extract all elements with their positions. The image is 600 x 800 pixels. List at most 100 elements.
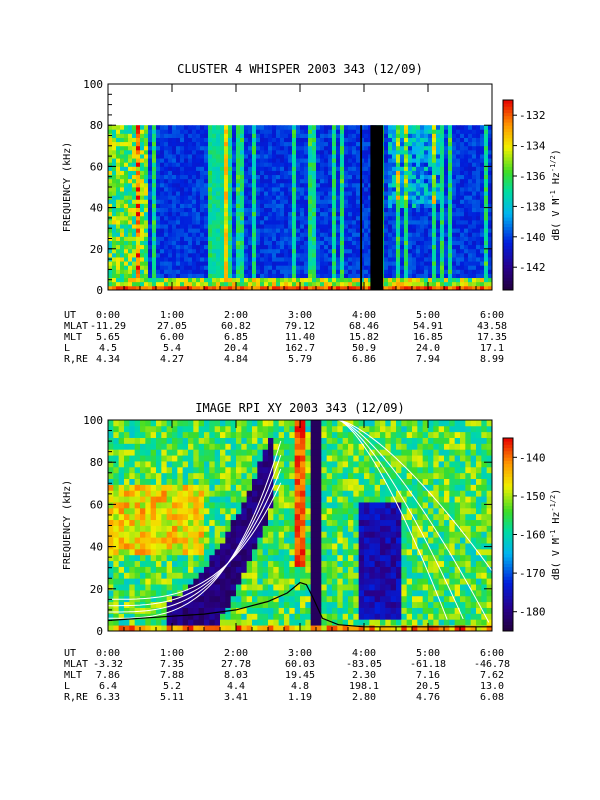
- spectrogram-cell: [272, 133, 277, 138]
- spectrogram-cell: [288, 191, 293, 196]
- spectrogram-cell: [124, 203, 129, 208]
- spectrogram-cell: [340, 224, 345, 229]
- spectrogram-cell: [232, 232, 237, 237]
- spectrogram-cell: [180, 224, 185, 229]
- spectrogram-cell: [224, 125, 229, 130]
- spectrogram-cell: [396, 203, 401, 208]
- spectrogram-cell: [312, 149, 317, 155]
- spectrogram-cell: [232, 236, 237, 241]
- spectrogram-cell: [220, 191, 225, 196]
- spectrogram-cell: [132, 224, 137, 229]
- spectrogram-cell: [108, 601, 114, 608]
- spectrogram-cell: [118, 537, 125, 544]
- spectrogram-cell: [408, 277, 413, 283]
- panel-cluster-whisper: CLUSTER 4 WHISPER 2003 343 (12/09) 02040…: [62, 62, 562, 365]
- spectrogram-cell: [180, 273, 185, 279]
- spectrogram-cell: [200, 182, 205, 188]
- spectrogram-cell: [388, 195, 393, 200]
- spectrogram-cell: [134, 484, 141, 491]
- spectrogram-cell: [288, 162, 293, 167]
- spectrogram-cell: [118, 601, 125, 608]
- spectrogram-cell: [332, 244, 337, 250]
- spectrogram-cell: [272, 199, 277, 204]
- spectrogram-cell: [166, 472, 173, 480]
- spectrogram-cell: [264, 211, 269, 217]
- spectrogram-cell: [224, 191, 229, 196]
- spectrogram-cell: [436, 129, 441, 134]
- spectrogram-cell: [164, 261, 169, 266]
- spectrogram-cell: [120, 129, 125, 134]
- spectrogram-cell: [134, 461, 141, 468]
- spectrogram-cell: [260, 154, 265, 159]
- spectrogram-cell: [344, 252, 349, 258]
- spectrogram-cell: [120, 203, 125, 208]
- spectrogram-cell: [161, 525, 168, 532]
- spectrogram-cell: [150, 461, 157, 468]
- spectrogram-cell: [344, 141, 349, 147]
- spectrogram-cell: [364, 166, 369, 171]
- spectrogram-cell: [400, 154, 405, 159]
- spectrogram-cell: [160, 182, 165, 188]
- spectrogram-cell: [324, 162, 329, 167]
- spectrogram-cell: [129, 478, 136, 485]
- spectrogram-cell: [364, 219, 369, 225]
- spectrogram-cell: [124, 625, 130, 632]
- spectrogram-cell: [384, 224, 389, 229]
- spectrogram-cell: [144, 191, 149, 196]
- spectrogram-cell: [340, 154, 345, 159]
- spectrogram-cell: [352, 182, 357, 188]
- spectrogram-cell: [214, 513, 221, 521]
- spectrogram-cell: [272, 277, 277, 283]
- spectrogram-cell: [236, 158, 241, 163]
- spectrogram-cell: [460, 191, 465, 196]
- spectrogram-cell: [348, 203, 353, 208]
- spectrogram-cell: [416, 277, 421, 283]
- spectrogram-cell: [248, 211, 253, 217]
- spectrogram-cell: [180, 277, 185, 283]
- spectrogram-cell: [396, 133, 401, 138]
- spectrogram-cell: [396, 285, 401, 291]
- spectrogram-cell: [440, 170, 445, 176]
- spectrogram-cell: [324, 236, 329, 241]
- spectrogram-cell: [360, 137, 365, 143]
- spectrogram-cell: [152, 248, 157, 254]
- spectrogram-cell: [420, 261, 425, 266]
- spectrogram-cell: [204, 431, 210, 438]
- spectrogram-cell: [452, 145, 457, 151]
- spectrogram-cell: [364, 125, 369, 130]
- spectrogram-cell: [416, 129, 421, 134]
- spectrogram-cell: [134, 449, 141, 456]
- spectrogram-cell: [150, 572, 157, 579]
- spectrogram-cell: [356, 145, 361, 151]
- spectrogram-cell: [320, 224, 325, 229]
- spectrogram-cell: [472, 191, 477, 196]
- spectrogram-cell: [132, 141, 137, 147]
- spectrogram-cell: [116, 149, 121, 155]
- spectrogram-cell: [324, 166, 329, 171]
- spectrogram-cell: [136, 285, 141, 291]
- spectrogram-cell: [228, 224, 233, 229]
- spectrogram-cell: [244, 145, 249, 151]
- spectrogram-cell: [176, 277, 181, 283]
- spectrogram-cell: [392, 277, 397, 283]
- spectrogram-cell: [209, 478, 216, 485]
- spectrogram-cell: [476, 162, 481, 167]
- spectrogram-cell: [348, 195, 353, 200]
- spectrogram-cell: [132, 273, 137, 279]
- spectrogram-cell: [264, 125, 269, 130]
- ephemeris-value: 50.9: [352, 343, 376, 354]
- spectrogram-cell: [352, 261, 357, 266]
- spectrogram-cell: [384, 277, 389, 283]
- spectrogram-cell: [440, 158, 445, 163]
- spectrogram-cell: [200, 137, 205, 143]
- spectrogram-cell: [416, 174, 421, 180]
- spectrogram-cell: [256, 273, 261, 279]
- spectrogram-cell: [248, 252, 253, 258]
- spectrogram-cell: [400, 240, 405, 246]
- spectrogram-cell: [150, 425, 157, 433]
- spectrogram-cell: [252, 224, 257, 229]
- spectrogram-cell: [134, 519, 141, 526]
- spectrogram-cell: [476, 224, 481, 229]
- spectrogram-cell: [214, 420, 221, 427]
- spectrogram-cell: [236, 191, 241, 196]
